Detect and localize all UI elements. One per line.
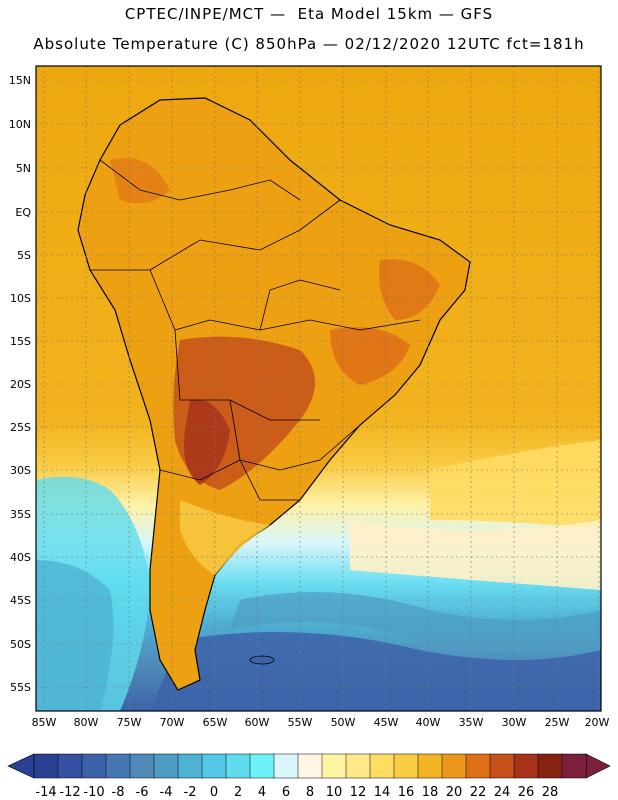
lat-label: 30S: [10, 464, 31, 477]
colorbar-label: 18: [422, 785, 439, 800]
lat-label: 20S: [10, 378, 31, 391]
colorbar-label: 0: [210, 785, 218, 800]
lon-label: 65W: [203, 716, 228, 729]
temperature-field: [36, 66, 601, 711]
lat-label: 15S: [10, 335, 31, 348]
lon-label: 85W: [32, 716, 57, 729]
colorbar-label: -4: [160, 785, 173, 800]
title-line-2: Absolute Temperature (C) 850hPa — 02/12/…: [33, 35, 585, 53]
latitude-labels: 15N 10N 5N EQ 5S 10S 15S 20S 25S 30S 35S…: [9, 74, 32, 694]
lon-label: 60W: [245, 716, 270, 729]
lon-label: 25W: [545, 716, 570, 729]
lat-label: 50S: [10, 638, 31, 651]
colorbar-cell: [441, 753, 467, 779]
lat-label: 55S: [10, 681, 31, 694]
lat-label: 15N: [9, 74, 31, 87]
colorbar-label: 8: [306, 785, 314, 800]
lon-label: 75W: [117, 716, 142, 729]
lon-label: 50W: [331, 716, 356, 729]
lon-label: 45W: [374, 716, 399, 729]
longitude-labels: 85W 80W 75W 70W 65W 60W 55W 50W 45W 40W …: [32, 716, 610, 729]
lon-label: 70W: [160, 716, 185, 729]
colorbar-cell: [129, 753, 155, 779]
colorbar-label: 22: [470, 785, 487, 800]
colorbar: -14 -12 -10 -8 -6 -4 -2 0 2 4 6 8 10 12 14 16 18 20 22 24 26…: [7, 753, 611, 800]
colorbar-label: -6: [136, 785, 149, 800]
lon-label: 55W: [288, 716, 313, 729]
lat-label: 5S: [17, 249, 31, 262]
colorbar-cell: [225, 753, 251, 779]
map-frame: [35, 65, 602, 712]
colorbar-cell: [369, 753, 395, 779]
colorbar-label: 28: [542, 785, 559, 800]
colorbar-label: 16: [398, 785, 415, 800]
colorbar-label: 20: [446, 785, 463, 800]
colorbar-over-arrow: [585, 753, 611, 779]
graticule: [36, 66, 601, 711]
lat-label: 25S: [10, 421, 31, 434]
colorbar-label: -14: [35, 785, 56, 800]
colorbar-cell: [105, 753, 131, 779]
lon-label: 80W: [74, 716, 99, 729]
colorbar-label: 2: [234, 785, 242, 800]
colorbar-cell: [249, 753, 275, 779]
colorbar-cell: [513, 753, 539, 779]
colorbar-cell: [81, 753, 107, 779]
colorbar-cell: [489, 753, 515, 779]
colorbar-cell: [345, 753, 371, 779]
colorbar-cell: [465, 753, 491, 779]
colorbar-cell: [33, 753, 59, 779]
colorbar-label: -2: [184, 785, 197, 800]
colorbar-cell: [537, 753, 563, 779]
lon-label: 40W: [416, 716, 441, 729]
lat-label: 5N: [16, 162, 31, 175]
lat-label: 35S: [10, 508, 31, 521]
colorbar-cell: [561, 753, 587, 779]
lon-label: 20W: [585, 716, 610, 729]
colorbar-cell: [153, 753, 179, 779]
title-line-1: CPTEC/INPE/MCT — Eta Model 15km — GFS: [124, 5, 494, 23]
colorbar-label: 24: [494, 785, 511, 800]
colorbar-cell: [177, 753, 203, 779]
colorbar-label: -12: [59, 785, 80, 800]
colorbar-label: 10: [326, 785, 343, 800]
colorbar-label: 4: [258, 785, 266, 800]
colorbar-cell: [273, 753, 299, 779]
colorbar-cell: [321, 753, 347, 779]
colorbar-cell: [417, 753, 443, 779]
lon-label: 35W: [459, 716, 484, 729]
colorbar-label: 14: [374, 785, 391, 800]
colorbar-cell: [393, 753, 419, 779]
colorbar-label: 6: [282, 785, 290, 800]
colorbar-label: 12: [350, 785, 367, 800]
lat-label: 10S: [10, 292, 31, 305]
colorbar-label: -8: [112, 785, 125, 800]
colorbar-label: -10: [83, 785, 104, 800]
lon-label: 30W: [502, 716, 527, 729]
colorbar-cell: [57, 753, 83, 779]
lat-label: 45S: [10, 594, 31, 607]
lat-label: EQ: [15, 206, 31, 219]
colorbar-label: 26: [518, 785, 535, 800]
colorbar-under-arrow: [7, 753, 35, 779]
lat-label: 40S: [10, 551, 31, 564]
colorbar-cell: [297, 753, 323, 779]
lat-label: 10N: [9, 118, 31, 131]
colorbar-cell: [201, 753, 227, 779]
country-borders: [90, 159, 421, 501]
